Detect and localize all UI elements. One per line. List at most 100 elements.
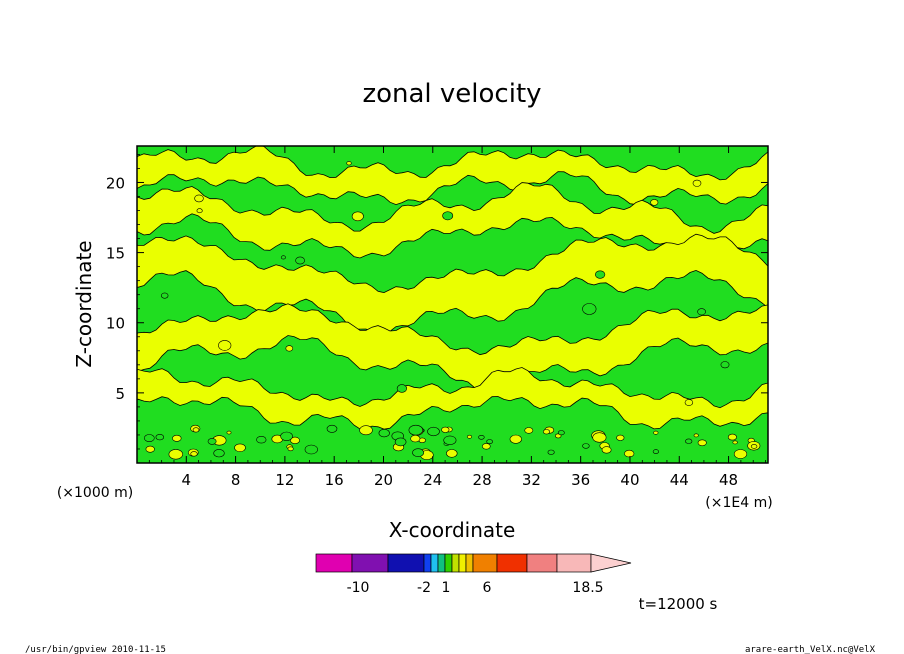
fill-band-4 — [137, 303, 768, 393]
contour-island — [692, 179, 702, 187]
x-tick-label: 4 — [182, 471, 192, 489]
colorbar-swatch — [387, 553, 425, 573]
contour-speckle — [213, 449, 225, 458]
contour-speckle — [412, 448, 424, 458]
contour-speckle — [732, 440, 738, 445]
contour-speckle — [616, 434, 625, 441]
time-label: t=12000 s — [639, 595, 718, 613]
colorbar-swatch — [526, 553, 558, 573]
fill-band-2 — [137, 182, 768, 259]
plot-area — [137, 146, 768, 463]
contour-speckle — [557, 430, 565, 436]
contour-speckle — [685, 438, 693, 444]
contour-speckle — [207, 438, 217, 445]
contour-island — [280, 255, 286, 260]
x-tick-label: 12 — [275, 471, 294, 489]
x-tick-label: 40 — [620, 471, 639, 489]
contour-speckle — [145, 445, 155, 453]
contour-speckle — [394, 437, 407, 447]
y-tick-label: 10 — [106, 315, 125, 333]
x-tick-label: 28 — [473, 471, 492, 489]
contour-island — [650, 199, 659, 206]
contour-island — [396, 384, 408, 393]
colorbar-label: 18.5 — [572, 580, 603, 596]
colorbar-label: -2 — [417, 580, 431, 596]
colorbar-swatch — [556, 553, 592, 573]
colorbar-swatch — [451, 553, 460, 573]
contour-island — [594, 270, 606, 279]
contour-speckle — [192, 427, 200, 433]
contour-speckle — [486, 439, 493, 444]
colorbar-label: 6 — [483, 580, 492, 596]
x-tick-label: 20 — [374, 471, 393, 489]
contour-speckle — [582, 443, 590, 449]
contour-speckle — [256, 436, 267, 444]
colorbar-swatch — [496, 553, 528, 573]
contour-speckle — [290, 436, 300, 445]
x-tick-label: 16 — [325, 471, 344, 489]
fill-band-3 — [137, 233, 768, 337]
contour-speckle — [509, 434, 522, 444]
contour-island — [442, 211, 454, 221]
contour-speckle — [155, 434, 165, 441]
colorbar-swatch — [437, 553, 446, 573]
fill-band-1 — [137, 146, 768, 206]
contour-speckle — [172, 434, 182, 442]
colorbar-swatch — [444, 553, 453, 573]
colorbar-label: 1 — [442, 580, 451, 596]
contour-island — [697, 308, 706, 316]
contour-island — [582, 303, 597, 315]
contour-island — [161, 292, 169, 299]
chart-title: zonal velocity — [362, 79, 541, 109]
contour-speckle — [408, 424, 423, 436]
contour-speckle — [304, 444, 318, 455]
contour-speckle — [466, 434, 472, 439]
colorbar-swatch — [472, 553, 498, 573]
contour-island — [218, 340, 232, 351]
x-unit-note: (×1E4 m) — [705, 495, 772, 511]
contour-speckle — [693, 433, 699, 438]
contour-speckle — [410, 434, 421, 443]
x-tick-label: 32 — [522, 471, 541, 489]
contour-speckle — [190, 451, 198, 457]
contour-speckle — [441, 426, 450, 433]
colorbar-swatch — [423, 553, 432, 573]
contour-speckle — [326, 424, 338, 433]
fill-band-5 — [137, 367, 768, 430]
contour-speckle — [653, 430, 659, 435]
contour-speckle — [601, 446, 612, 454]
footer-right: arare-earth_VelX.nc@VelX — [745, 645, 876, 654]
contour-speckle — [542, 429, 550, 435]
colorbar-swatch — [458, 553, 467, 573]
colorbar-arrow — [590, 553, 632, 573]
colorbar-swatch — [465, 553, 474, 573]
contour-speckle — [524, 427, 534, 434]
contour-speckle — [652, 449, 660, 454]
contour-speckle — [733, 449, 748, 459]
contour-speckle — [234, 443, 246, 452]
contour-speckle — [378, 429, 390, 438]
contour-speckle — [427, 426, 440, 437]
x-tick-label: 24 — [423, 471, 442, 489]
contour-island — [285, 345, 294, 352]
contour-speckle — [287, 446, 294, 452]
x-tick-label: 48 — [719, 471, 738, 489]
y-tick-label: 5 — [115, 385, 125, 403]
contour-speckle — [478, 434, 485, 440]
x-tick-label: 44 — [670, 471, 689, 489]
contour-speckle — [697, 439, 707, 447]
contour-speckle — [592, 432, 607, 443]
contour-island — [196, 208, 203, 214]
contour-speckle — [280, 431, 293, 441]
colorbar-swatch — [315, 553, 353, 573]
contour-speckle — [750, 444, 758, 449]
colorbar-swatch — [430, 553, 439, 573]
contour-speckle — [624, 449, 635, 458]
contour-speckle — [481, 443, 491, 450]
x-axis-label: X-coordinate — [389, 518, 516, 542]
contour-speckle — [168, 449, 184, 460]
contour-island — [351, 211, 364, 222]
y-tick-label: 15 — [106, 245, 125, 263]
